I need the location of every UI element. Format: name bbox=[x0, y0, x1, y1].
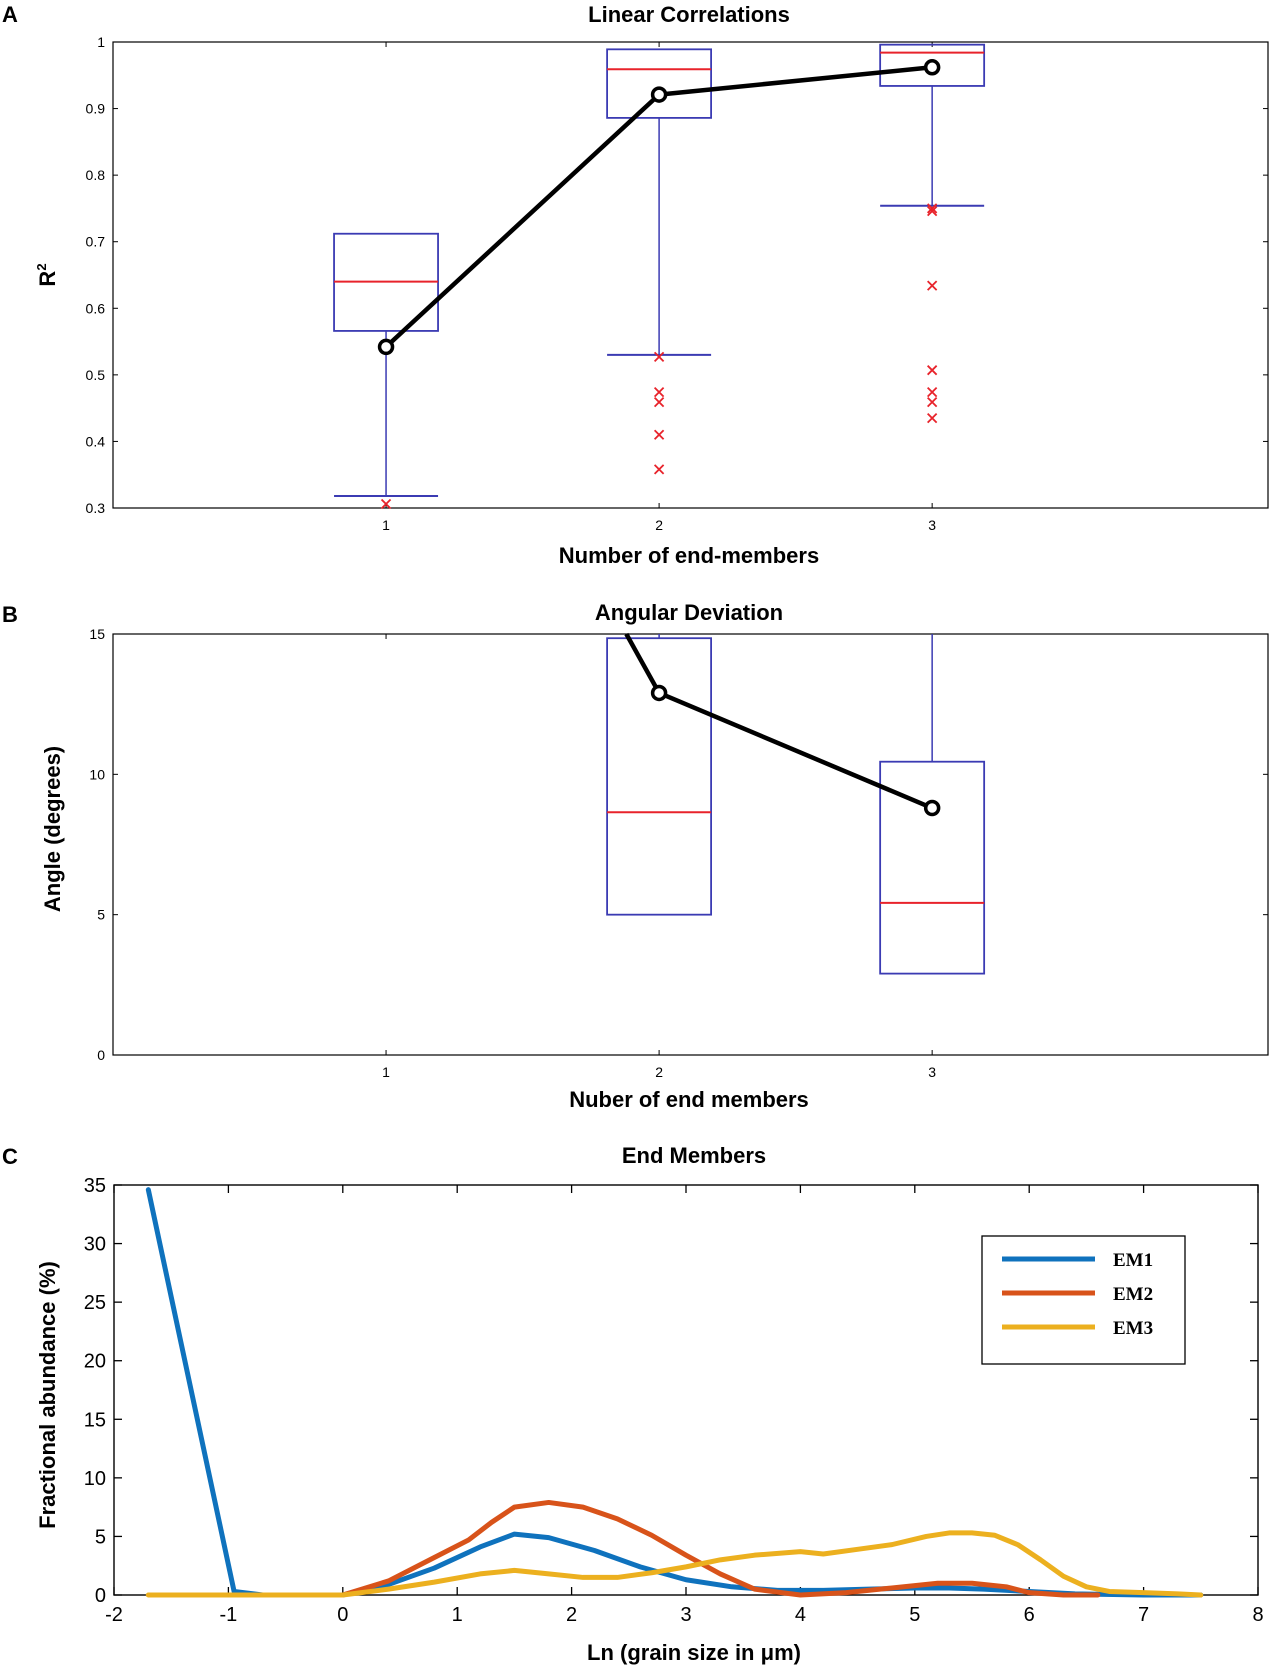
outlier-x-stroke bbox=[380, 498, 392, 510]
panel-a-xlabel: Number of end-members bbox=[559, 543, 819, 568]
panel-b-axes-box bbox=[112, 633, 1269, 1056]
outlier-x-stroke bbox=[927, 387, 938, 398]
x-tick-label: 2 bbox=[655, 517, 663, 533]
panel-b-ylabel: Angle (degrees) bbox=[40, 746, 65, 912]
panel-c-title: End Members bbox=[622, 1143, 766, 1168]
mean-point bbox=[650, 86, 668, 103]
outlier-marker bbox=[927, 412, 938, 424]
box-body bbox=[606, 48, 712, 119]
mean-point bbox=[377, 338, 395, 356]
x-tick-label: 7 bbox=[1138, 1604, 1149, 1626]
outlier-x-stroke bbox=[653, 397, 665, 408]
panel-a-axes-box bbox=[112, 41, 1269, 509]
x-tick-label: -2 bbox=[105, 1604, 123, 1626]
outlier-marker bbox=[927, 203, 938, 214]
outlier-x-stroke bbox=[927, 203, 938, 214]
outlier-x-stroke bbox=[653, 464, 665, 475]
x-tick-label: 6 bbox=[1024, 1604, 1035, 1626]
y-tick-label: 15 bbox=[89, 626, 105, 642]
legend-label-em1: EM1 bbox=[1113, 1250, 1153, 1271]
y-tick-label: 0 bbox=[97, 1047, 105, 1063]
outlier-x-stroke bbox=[927, 205, 938, 217]
panel-b: B Angular Deviation 0 5 10 15 1 2 3 Nuber of … bbox=[2, 600, 1269, 1112]
outlier-x-stroke bbox=[927, 397, 938, 408]
mean-point bbox=[650, 684, 668, 702]
outlier-marker bbox=[927, 397, 938, 408]
outlier-marker bbox=[653, 351, 665, 363]
y-tick-label: 15 bbox=[84, 1409, 106, 1431]
panel-b-xlabel: Nuber of end members bbox=[569, 1087, 809, 1112]
y-tick-label: 5 bbox=[97, 907, 105, 923]
outlier-marker bbox=[927, 280, 938, 291]
legend-label-em2: EM2 bbox=[1113, 1284, 1153, 1305]
y-tick-label: 30 bbox=[84, 1234, 106, 1256]
y-tick-label: 0.9 bbox=[86, 101, 106, 117]
panel-a-title: Linear Correlations bbox=[588, 2, 790, 27]
x-tick-label: 4 bbox=[795, 1604, 806, 1626]
series-line-em2 bbox=[340, 1499, 1101, 1598]
y-tick-label: 10 bbox=[84, 1468, 106, 1490]
box-body bbox=[606, 637, 712, 916]
outlier-marker bbox=[927, 387, 938, 398]
box-body bbox=[879, 760, 986, 975]
panel-a: A Linear Correlations 0.3 0.4 0.5 0.6 0.7 0.8… bbox=[2, 2, 1269, 568]
y-tick-label: 0 bbox=[95, 1585, 106, 1607]
x-tick-label: 2 bbox=[566, 1604, 577, 1626]
outlier-marker bbox=[927, 365, 938, 376]
outlier-marker bbox=[380, 498, 392, 510]
panel-letter-c: C bbox=[2, 1144, 18, 1169]
y-tick-label: 1 bbox=[97, 34, 105, 50]
y-tick-label: 25 bbox=[84, 1292, 106, 1314]
panel-a-ylabel: R2 bbox=[34, 263, 60, 286]
x-tick-label: -1 bbox=[220, 1604, 238, 1626]
mean-line bbox=[624, 632, 934, 811]
outlier-marker bbox=[653, 397, 665, 408]
panel-a-ylabel-group: R2 bbox=[34, 263, 60, 286]
x-tick-label: 2 bbox=[655, 1064, 663, 1080]
y-tick-label: 0.7 bbox=[86, 234, 106, 250]
x-tick-label: 1 bbox=[382, 517, 390, 533]
series-line-em3 bbox=[145, 1530, 1204, 1598]
y-tick-label: 20 bbox=[84, 1351, 106, 1373]
x-tick-label: 1 bbox=[452, 1604, 463, 1626]
outlier-marker bbox=[653, 464, 665, 475]
legend-label-em3: EM3 bbox=[1113, 1318, 1153, 1339]
y-tick-label: 0.8 bbox=[86, 167, 106, 183]
panel-c: C End Members 0 5 10 15 20 25 30 35 -2 -1 0 1 2 3 4 5 6… bbox=[2, 1143, 1264, 1665]
x-tick-label: 3 bbox=[928, 1064, 936, 1080]
y-tick-label: 0.6 bbox=[86, 300, 106, 316]
x-tick-label: 0 bbox=[337, 1604, 348, 1626]
panel-c-xlabel: Ln (grain size in μm) bbox=[587, 1640, 801, 1665]
y-tick-label: 10 bbox=[89, 766, 105, 782]
x-tick-label: 5 bbox=[909, 1604, 920, 1626]
y-tick-label: 0.3 bbox=[86, 500, 106, 516]
x-tick-label: 3 bbox=[680, 1604, 691, 1626]
outlier-x-stroke bbox=[927, 412, 938, 424]
y-tick-label: 5 bbox=[95, 1526, 106, 1548]
outlier-marker bbox=[927, 205, 938, 217]
outlier-x-stroke bbox=[653, 387, 665, 398]
panel-b-title: Angular Deviation bbox=[595, 600, 783, 625]
y-tick-label: 0.4 bbox=[86, 433, 106, 449]
panel-c-ylabel: Fractional abundance (%) bbox=[35, 1261, 60, 1529]
legend-box bbox=[981, 1235, 1186, 1365]
outlier-x-stroke bbox=[927, 280, 938, 291]
outlier-x-stroke bbox=[653, 429, 665, 440]
panel-letter-a: A bbox=[2, 2, 18, 27]
mean-point bbox=[923, 799, 941, 817]
outlier-x-stroke bbox=[927, 365, 938, 376]
mean-point bbox=[923, 59, 941, 76]
x-tick-label: 1 bbox=[382, 1064, 390, 1080]
y-tick-label: 35 bbox=[84, 1175, 106, 1197]
outlier-marker bbox=[653, 387, 665, 398]
outlier-marker bbox=[653, 429, 665, 440]
y-tick-label: 0.5 bbox=[86, 367, 106, 383]
panel-letter-b: B bbox=[2, 602, 18, 627]
x-tick-label: 3 bbox=[928, 517, 936, 533]
box-body bbox=[879, 43, 986, 87]
x-tick-label: 8 bbox=[1252, 1604, 1263, 1626]
outlier-x-stroke bbox=[653, 351, 665, 363]
